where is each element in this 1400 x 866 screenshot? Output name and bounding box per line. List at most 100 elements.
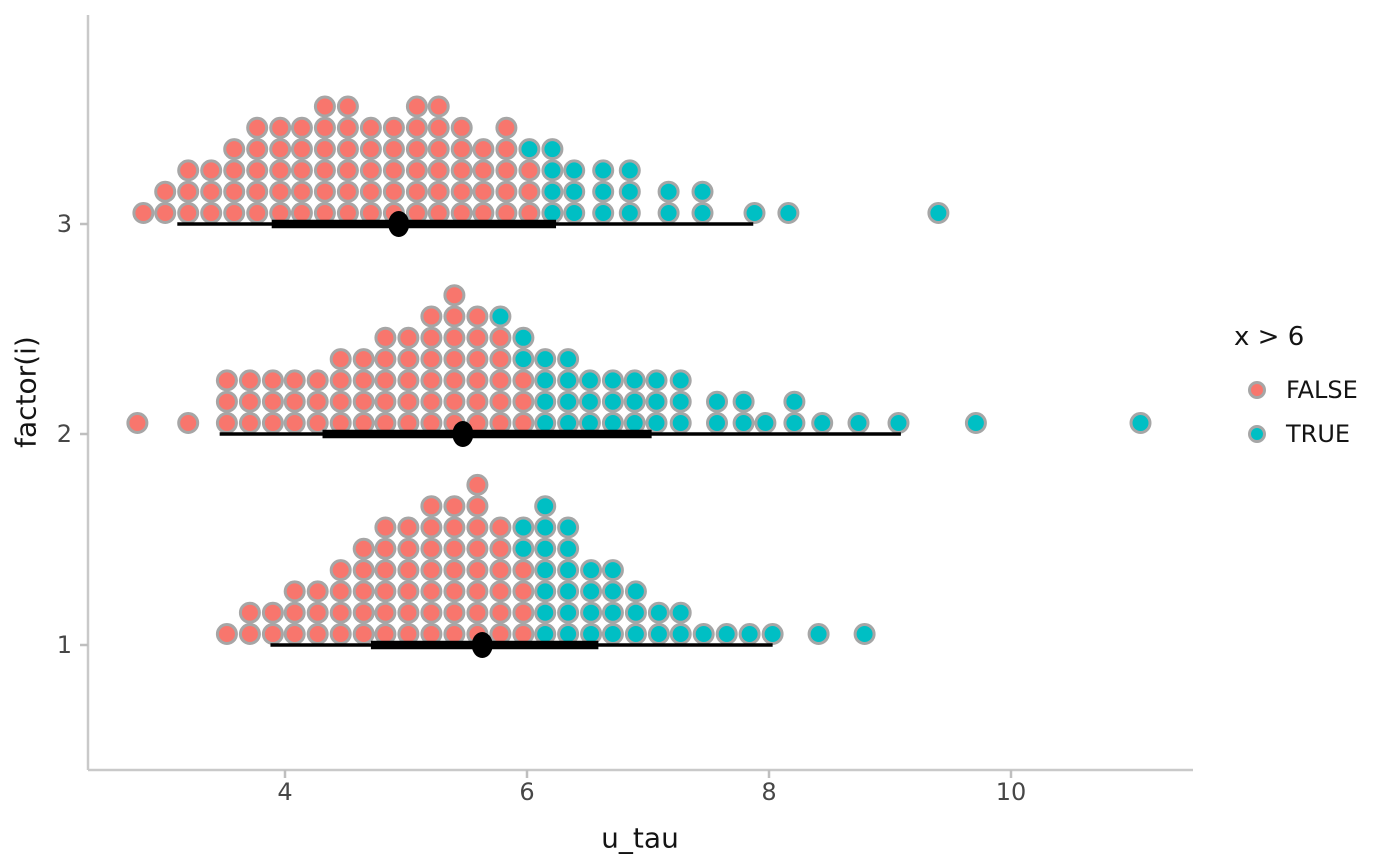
quantile-dot bbox=[261, 623, 284, 645]
quantile-dot bbox=[534, 580, 557, 603]
quantile-dot bbox=[512, 623, 535, 645]
quantile-dot bbox=[283, 623, 306, 645]
quantile-dot bbox=[306, 623, 329, 645]
quantile-dot bbox=[397, 580, 420, 603]
quantile-dot bbox=[601, 623, 624, 645]
y-tick-label: 1 bbox=[57, 631, 72, 659]
quantile-dot bbox=[738, 623, 761, 645]
quantile-dot bbox=[283, 412, 306, 434]
quantile-dot bbox=[283, 580, 306, 603]
quantile-dot bbox=[534, 348, 557, 371]
quantile-dot bbox=[647, 601, 670, 624]
quantile-dot bbox=[669, 390, 692, 413]
quantile-dot bbox=[420, 369, 443, 392]
quantile-dot bbox=[618, 202, 641, 224]
quantile-dot bbox=[200, 202, 223, 224]
quantile-dot bbox=[691, 202, 714, 224]
quantile-dot bbox=[601, 559, 624, 582]
quantile-dot bbox=[489, 326, 512, 349]
quantile-dot bbox=[466, 537, 489, 560]
quantile-dot bbox=[420, 495, 443, 518]
quantile-dot bbox=[420, 559, 443, 582]
quantile-dot bbox=[618, 180, 641, 203]
quantile-dot bbox=[557, 348, 580, 371]
quantile-dot bbox=[313, 116, 336, 139]
quantile-dot bbox=[427, 159, 450, 182]
quantile-dot bbox=[290, 159, 313, 182]
quantile-dot bbox=[489, 623, 512, 645]
quantile-dot bbox=[290, 202, 313, 224]
quantile-dot bbox=[512, 369, 535, 392]
quantile-dot bbox=[472, 202, 495, 224]
quantile-dot bbox=[557, 623, 580, 645]
quantile-dot bbox=[238, 369, 261, 392]
quantile-dot bbox=[336, 180, 359, 203]
quantile-dot bbox=[269, 116, 292, 139]
quantile-dot bbox=[489, 305, 512, 328]
quantile-dot bbox=[743, 202, 766, 224]
quantile-dot bbox=[397, 601, 420, 624]
quantile-dot bbox=[518, 202, 541, 224]
quantile-dot bbox=[223, 138, 246, 161]
quantile-dot bbox=[472, 138, 495, 161]
quantile-dot bbox=[290, 138, 313, 161]
quantile-dot bbox=[472, 180, 495, 203]
dot-stack-row-3 bbox=[132, 95, 950, 224]
quantile-dot bbox=[541, 138, 564, 161]
quantile-dot bbox=[269, 159, 292, 182]
quantile-dot bbox=[359, 202, 382, 224]
quantile-dot bbox=[238, 601, 261, 624]
quantile-dot bbox=[126, 412, 149, 434]
quantile-dot bbox=[761, 623, 784, 645]
quantile-dot bbox=[732, 390, 755, 413]
median-point bbox=[471, 632, 493, 658]
quantile-dot bbox=[512, 516, 535, 539]
quantile-dot bbox=[427, 180, 450, 203]
quantile-dot bbox=[359, 159, 382, 182]
x-tick-label: 6 bbox=[519, 778, 534, 806]
quantile-dot bbox=[669, 601, 692, 624]
quantile-dot bbox=[557, 369, 580, 392]
quantile-dot bbox=[352, 623, 375, 645]
quantile-dot bbox=[518, 180, 541, 203]
quantile-dot bbox=[238, 623, 261, 645]
quantile-dot bbox=[405, 159, 428, 182]
quantile-dot bbox=[352, 390, 375, 413]
quantile-dot bbox=[352, 369, 375, 392]
quantile-dot bbox=[374, 369, 397, 392]
quantile-dot bbox=[336, 138, 359, 161]
quantile-dot bbox=[215, 369, 238, 392]
quantile-dot bbox=[466, 601, 489, 624]
quantile-dot bbox=[541, 159, 564, 182]
quantile-dot bbox=[466, 305, 489, 328]
quantile-dot bbox=[645, 412, 668, 434]
quantile-dot bbox=[557, 412, 580, 434]
quantile-dot bbox=[512, 348, 535, 371]
quantile-dot bbox=[623, 369, 646, 392]
quantile-dot bbox=[623, 412, 646, 434]
quantile-dot bbox=[512, 601, 535, 624]
legend-false-label: FALSE bbox=[1286, 376, 1358, 404]
quantile-dot bbox=[269, 180, 292, 203]
quantile-dot bbox=[215, 412, 238, 434]
quantile-dot bbox=[489, 348, 512, 371]
quantile-dot bbox=[557, 580, 580, 603]
quantile-dot bbox=[397, 348, 420, 371]
quantile-dot bbox=[495, 202, 518, 224]
quantile-dot bbox=[306, 601, 329, 624]
quantile-dot bbox=[374, 326, 397, 349]
quantile-dot bbox=[420, 390, 443, 413]
quantile-dot bbox=[466, 580, 489, 603]
quantile-dot bbox=[534, 516, 557, 539]
quantile-dot bbox=[352, 580, 375, 603]
quantile-dot bbox=[706, 390, 728, 413]
quantile-dot bbox=[601, 601, 624, 624]
x-tick-label: 8 bbox=[761, 778, 776, 806]
y-axis-title: factor(i) bbox=[9, 336, 43, 448]
quantile-dot bbox=[557, 559, 580, 582]
quantile-dot bbox=[238, 412, 261, 434]
quantile-dot bbox=[512, 559, 535, 582]
quantile-dot bbox=[329, 348, 352, 371]
quantile-dot bbox=[495, 180, 518, 203]
